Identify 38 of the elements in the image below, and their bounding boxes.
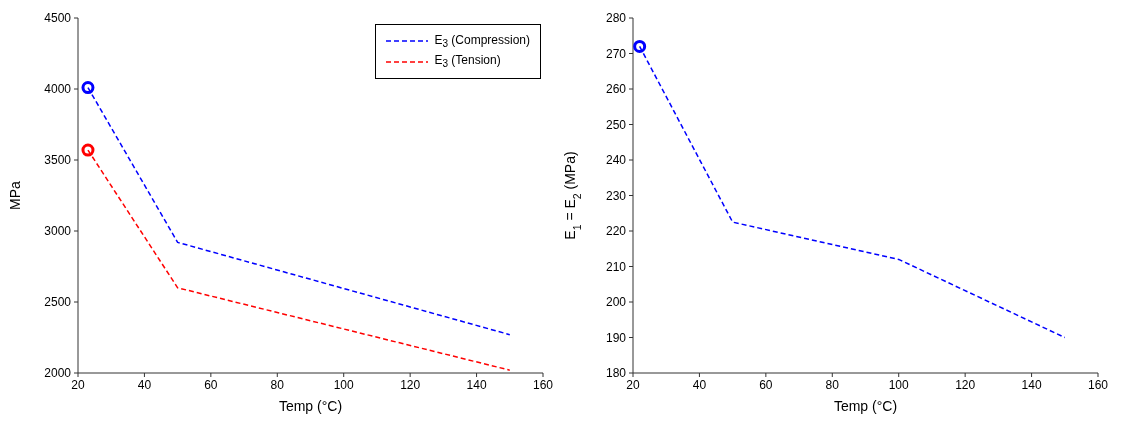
y-tick-label: 4000 [44, 82, 72, 97]
y-tick-label: 280 [605, 11, 627, 26]
x-tick-label: 100 [333, 377, 355, 392]
y-tick-label: 220 [605, 224, 627, 239]
x-axis-title: Temp (°C) [833, 398, 898, 414]
legend-label: E$_{3}$ (Tension) [434, 53, 501, 70]
y-tick-label: 3500 [44, 153, 72, 168]
x-tick-label: 20 [71, 377, 85, 392]
x-tick-label: 140 [466, 377, 487, 392]
y-tick-label: 190 [605, 330, 627, 345]
legend-label: E$_{3}$ (Compression) [434, 33, 530, 50]
x-tick-label: 80 [825, 377, 840, 392]
y-tick-label: 270 [605, 46, 627, 61]
x-tick-label: 80 [270, 377, 285, 392]
x-tick-label: 160 [1087, 377, 1109, 392]
y-tick-label: 260 [605, 82, 627, 97]
x-tick-label: 40 [137, 377, 152, 392]
y-tick-label: 4500 [44, 11, 72, 26]
y-tick-label: 230 [605, 188, 627, 203]
y-tick-label: 250 [605, 117, 627, 132]
x-tick-label: 120 [955, 377, 976, 392]
x-tick-label: 140 [1021, 377, 1042, 392]
y-tick-label: 2500 [44, 295, 72, 310]
y-axis-title: MPa [7, 180, 23, 210]
x-tick-label: 60 [204, 377, 218, 392]
x-tick-label: 120 [400, 377, 421, 392]
x-axis-title: Temp (°C) [278, 398, 343, 414]
x-tick-label: 160 [532, 377, 554, 392]
y-tick-label: 240 [605, 153, 627, 168]
x-tick-label: 20 [626, 377, 640, 392]
y-tick-label: 180 [605, 366, 627, 381]
y-tick-label: 3000 [44, 224, 72, 239]
y-tick-label: 210 [605, 259, 627, 274]
x-tick-label: 100 [888, 377, 910, 392]
x-tick-label: 60 [759, 377, 773, 392]
y-tick-label: 2000 [44, 366, 72, 381]
y-tick-label: 200 [605, 295, 627, 310]
x-tick-label: 40 [692, 377, 707, 392]
